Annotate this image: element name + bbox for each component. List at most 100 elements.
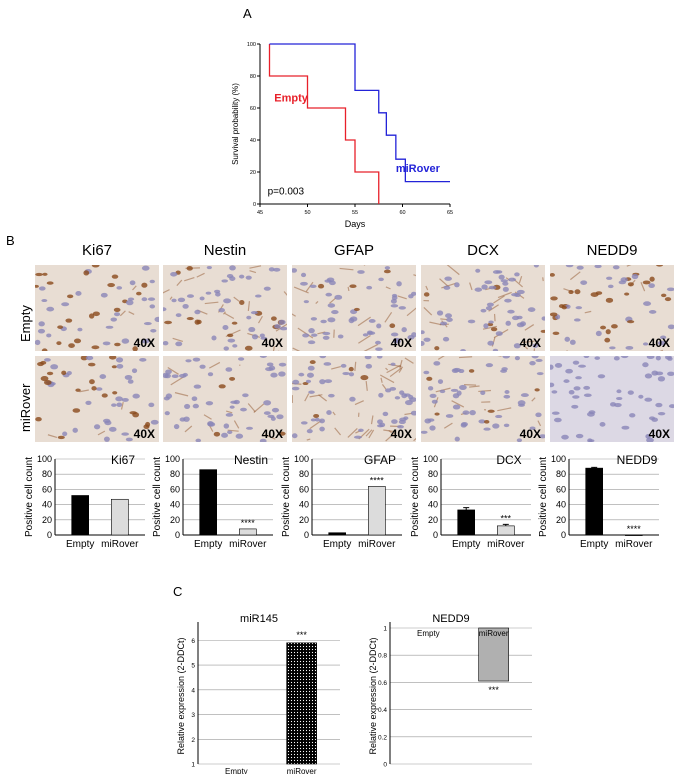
y-tick-label: 100	[294, 454, 309, 464]
y-tick-label: 0	[561, 530, 566, 540]
nucleus	[268, 267, 275, 272]
nucleus	[565, 368, 573, 374]
fiber-stain	[385, 286, 391, 290]
survival-curve-mirover	[269, 43, 450, 183]
nucleus	[642, 362, 649, 368]
nucleus	[519, 321, 527, 327]
nucleus	[99, 374, 107, 380]
nucleus	[91, 265, 100, 268]
nucleus	[37, 328, 46, 334]
nucleus	[668, 404, 674, 409]
nucleus	[478, 419, 486, 424]
fiber-stain	[518, 276, 523, 284]
nucleus	[302, 333, 310, 338]
nucleus	[348, 372, 355, 377]
nucleus	[95, 387, 103, 391]
nucleus	[573, 386, 581, 391]
nucleus	[513, 343, 521, 349]
ihc-image-nestin-mirover: 40X	[163, 356, 287, 442]
nucleus	[551, 390, 558, 394]
y-tick-label: 60	[428, 484, 438, 494]
nucleus	[145, 421, 151, 428]
nucleus	[273, 267, 281, 272]
nucleus	[150, 328, 157, 333]
nucleus	[85, 400, 92, 405]
nucleus	[88, 313, 95, 319]
nucleus	[246, 315, 252, 320]
nucleus	[454, 282, 460, 288]
nucleus	[326, 410, 332, 415]
p-value-annotation: p=0.003	[268, 186, 305, 197]
nucleus	[434, 412, 440, 416]
fiber-stain	[354, 400, 364, 406]
fiber-stain	[169, 296, 173, 300]
bar-empty	[585, 467, 604, 536]
nucleus	[164, 373, 171, 379]
fiber-stain	[203, 414, 212, 420]
nucleus	[646, 356, 655, 360]
nucleus	[504, 298, 512, 303]
ihc-image	[35, 265, 159, 351]
fiber-stain	[437, 356, 445, 360]
nucleus	[112, 391, 118, 395]
nucleus	[149, 279, 155, 284]
nucleus	[410, 410, 416, 416]
nucleus	[215, 292, 221, 297]
nucleus	[378, 392, 384, 398]
nucleus	[532, 343, 539, 348]
nucleus	[450, 388, 459, 392]
category-label: Empty	[323, 539, 351, 550]
nucleus	[433, 361, 441, 366]
nucleus	[651, 417, 658, 422]
fiber-stain	[225, 410, 233, 414]
nucleus	[535, 358, 543, 363]
nucleus	[597, 374, 606, 379]
x-tick-label: 50	[304, 210, 310, 216]
y-tick-label: 5	[191, 663, 195, 670]
fiber-stain	[446, 265, 460, 276]
category-label: Empty	[417, 629, 440, 638]
category-label: Empty	[66, 539, 94, 550]
nucleus	[529, 360, 536, 366]
nucleus	[44, 358, 51, 362]
nucleus	[492, 348, 499, 351]
nucleus	[643, 301, 652, 306]
nucleus	[389, 323, 396, 329]
nucleus	[367, 331, 376, 335]
nucleus	[583, 385, 591, 390]
y-tick-label: 0.2	[378, 734, 387, 741]
nucleus	[468, 369, 475, 373]
nucleus	[511, 292, 519, 297]
nucleus	[85, 356, 94, 361]
fiber-stain	[309, 394, 323, 398]
nucleus	[292, 379, 300, 385]
nucleus	[271, 407, 280, 413]
nucleus	[223, 298, 232, 304]
nucleus	[75, 290, 82, 296]
nucleus	[480, 390, 486, 395]
nucleus	[184, 403, 191, 410]
nucleus	[569, 339, 576, 345]
y-tick-label: 40	[170, 500, 180, 510]
nucleus	[230, 400, 238, 404]
fiber-stain	[347, 286, 350, 292]
nucleus	[111, 365, 117, 369]
nucleus	[574, 289, 581, 295]
fiber-stain	[249, 265, 262, 269]
nucleus	[195, 438, 202, 442]
nucleus	[401, 327, 407, 333]
nucleus	[110, 317, 118, 322]
ihc-image	[550, 265, 674, 351]
nucleus	[319, 426, 325, 432]
nucleus	[445, 414, 454, 418]
fiber-stain	[184, 425, 193, 433]
y-tick-label: 1	[191, 762, 195, 769]
nucleus	[611, 324, 618, 329]
fiber-stain	[208, 361, 221, 369]
fiber-stain	[119, 310, 126, 317]
nucleus	[642, 342, 649, 346]
nucleus	[427, 418, 435, 422]
nucleus	[624, 292, 630, 296]
nucleus	[485, 363, 494, 368]
